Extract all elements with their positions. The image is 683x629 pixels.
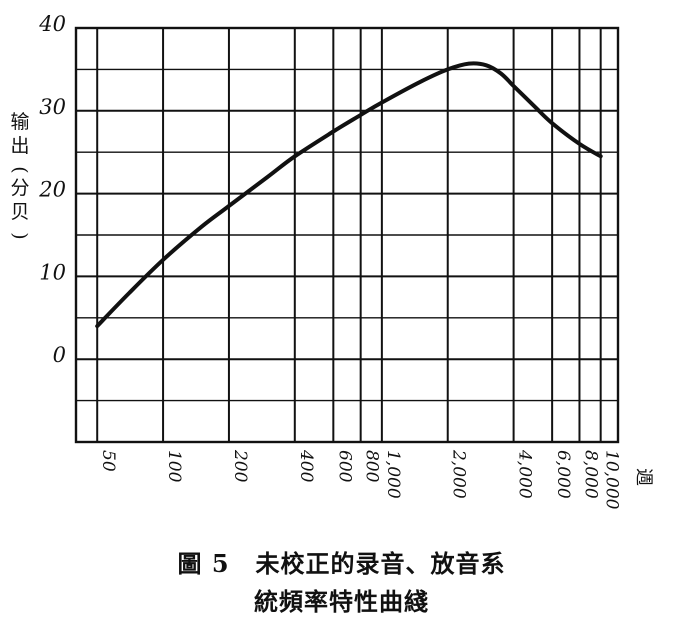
x-tick-label: 8,000: [580, 450, 600, 499]
figure-caption-line-2: 統頻率特性曲綫: [0, 582, 683, 617]
series-line: [95, 61, 603, 329]
y-axis-label-char: 输: [10, 111, 29, 133]
y-axis-label-char: (: [9, 166, 31, 173]
x-tick-label: 6,000: [553, 450, 573, 499]
y-axis-label-char: ): [9, 232, 31, 239]
y-axis-label-char: 贝: [10, 201, 29, 223]
x-tick-label: 400: [296, 449, 316, 483]
caption-title-2: 統頻率特性曲綫: [254, 587, 429, 616]
figure-caption-line-1: 圖 5 未校正的录音、放音系: [0, 544, 683, 579]
x-tick-label: 2,000: [449, 449, 469, 499]
series-layer: [95, 61, 603, 329]
x-tick-label: 800: [362, 450, 382, 483]
x-tick-label: 4,000: [515, 449, 535, 499]
x-axis-unit-label: 週: [633, 468, 654, 486]
figure-label: 圖 5: [177, 549, 230, 578]
x-tick-label: 600: [334, 450, 354, 483]
y-tick-label: 30: [39, 95, 66, 119]
plot-frame: [74, 26, 620, 444]
x-tick-label: 50: [98, 450, 118, 472]
x-tick-label: 200: [230, 449, 250, 483]
y-tick-label: 10: [39, 260, 66, 284]
grid: [76, 27, 618, 443]
x-tick-label: 1,000: [383, 450, 403, 499]
y-tick-label: 0: [53, 343, 66, 367]
y-axis-label: 输出 ( 分贝): [9, 111, 31, 240]
x-tick-labels: 50 100 200 400 600 800 1,000 2,000 4,000 6,000 8,0…: [98, 449, 621, 510]
y-axis-label-char: 分: [10, 177, 29, 199]
caption-title-1: 未校正的录音、放音系: [255, 549, 506, 578]
y-axis-label-char: 出: [10, 135, 29, 157]
y-tick-label: 20: [38, 178, 66, 202]
x-tick-label: 100: [164, 450, 184, 483]
plot-border: [74, 26, 620, 444]
x-tick-label: 10,000: [602, 450, 622, 510]
y-tick-label: 40: [38, 12, 66, 36]
y-tick-labels: 0 10 20 30 40: [38, 12, 66, 367]
frequency-response-chart: 0 10 20 30 40 50 100 200 400 600 800 1,000 2,000 4,0…: [9, 12, 654, 510]
